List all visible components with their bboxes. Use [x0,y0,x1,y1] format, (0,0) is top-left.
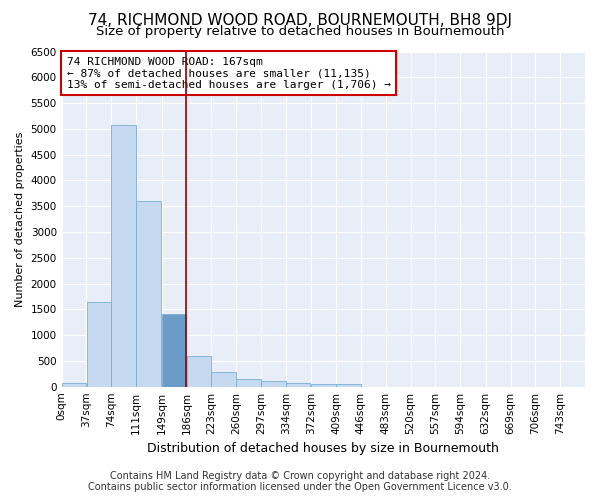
Bar [336,384,361,386]
Bar [261,382,286,386]
Text: 74, RICHMOND WOOD ROAD, BOURNEMOUTH, BH8 9DJ: 74, RICHMOND WOOD ROAD, BOURNEMOUTH, BH8… [88,12,512,28]
Bar [187,356,211,386]
Text: Contains HM Land Registry data © Crown copyright and database right 2024.
Contai: Contains HM Land Registry data © Crown c… [88,471,512,492]
Bar [112,124,136,386]
Text: Size of property relative to detached houses in Bournemouth: Size of property relative to detached ho… [96,25,504,38]
Bar [86,302,111,386]
Bar [236,379,261,386]
Y-axis label: Number of detached properties: Number of detached properties [15,132,25,307]
Bar [211,372,236,386]
Bar [162,314,186,386]
Bar [286,383,310,386]
X-axis label: Distribution of detached houses by size in Bournemouth: Distribution of detached houses by size … [148,442,499,455]
Bar [311,384,336,386]
Bar [136,201,161,386]
Text: 74 RICHMOND WOOD ROAD: 167sqm
← 87% of detached houses are smaller (11,135)
13% : 74 RICHMOND WOOD ROAD: 167sqm ← 87% of d… [67,56,391,90]
Bar [62,383,86,386]
